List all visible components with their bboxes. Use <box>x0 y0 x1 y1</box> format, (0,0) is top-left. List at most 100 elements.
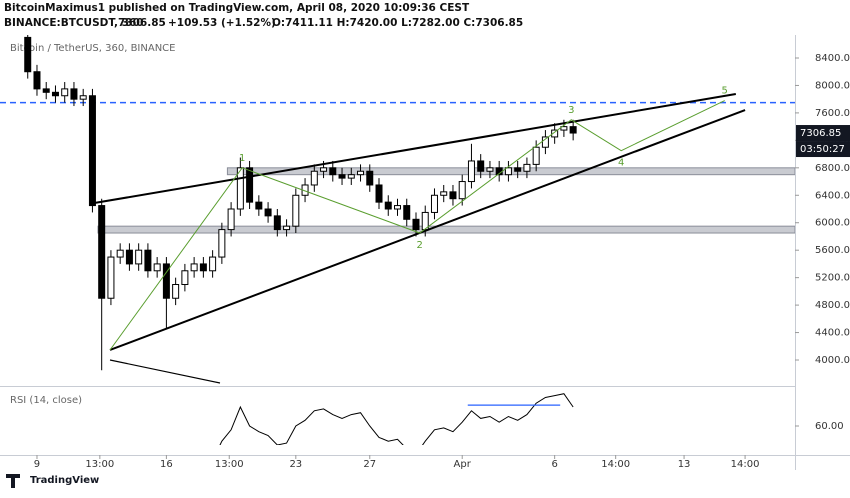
candle-body <box>320 167 328 172</box>
candle-body <box>153 263 161 272</box>
y-tick-label: 4000.00 <box>815 355 850 366</box>
candle-body <box>375 184 383 203</box>
trendline <box>94 93 737 205</box>
candle-body <box>421 211 429 231</box>
y-tick-label: 5600.00 <box>815 245 850 256</box>
candle-body <box>569 126 577 134</box>
x-tick-label: 13:00 <box>215 459 244 470</box>
price-tag <box>796 125 850 142</box>
candle-body <box>329 167 337 176</box>
ohlc: O:7411.11 H:7420.00 L:7282.00 C:7306.85 <box>272 17 523 29</box>
footer-brand: TradingView <box>30 475 99 486</box>
x-tick-label: Apr <box>454 459 472 470</box>
candle-body <box>458 181 466 200</box>
candle-body <box>338 174 346 179</box>
candle-body <box>24 36 32 73</box>
candle-body <box>449 191 457 200</box>
candle-body <box>162 263 170 299</box>
candle-body <box>560 126 568 131</box>
candle-body <box>394 205 401 210</box>
candle-body <box>551 129 559 138</box>
trendline <box>109 109 746 351</box>
y-tick-label: 8400.00 <box>815 53 850 64</box>
countdown-tag <box>796 141 850 158</box>
candle-body <box>264 208 272 217</box>
candle-body <box>477 160 485 172</box>
candle-body <box>61 88 69 97</box>
candle-body <box>310 170 318 186</box>
trendline <box>109 359 221 384</box>
candle-body <box>273 215 281 231</box>
candle-body <box>236 167 244 210</box>
chart-title: Bitcoin / TetherUS, 360, BINANCE <box>10 43 175 54</box>
brand-logo <box>6 474 20 488</box>
x-tick-label: 9 <box>34 459 40 470</box>
y-tick-label: 6000.00 <box>815 218 850 229</box>
candle-body <box>218 229 226 258</box>
candle-body <box>523 163 531 172</box>
candle-body <box>430 194 438 213</box>
candle-body <box>440 191 448 196</box>
rsi-label: RSI (14, close) <box>10 395 82 406</box>
x-tick-label: 13:00 <box>85 459 114 470</box>
change: +109.53 (+1.52%) <box>168 17 276 29</box>
candle-body <box>246 167 254 203</box>
candle-body <box>199 263 207 272</box>
candle-body <box>514 167 522 172</box>
candle-body <box>384 201 392 210</box>
y-tick-label: 6800.00 <box>815 163 850 174</box>
candle-body <box>42 88 50 93</box>
y-tick-label: 4400.00 <box>815 328 850 339</box>
countdown-label: 03:50:27 <box>800 144 845 155</box>
wave-path <box>109 100 725 351</box>
candle-body <box>541 136 549 148</box>
candle-body <box>366 170 374 186</box>
candle-body <box>209 256 217 272</box>
x-tick-label: 6 <box>551 459 557 470</box>
x-tick-label: 14:00 <box>601 459 630 470</box>
wave-label: 5 <box>722 86 728 97</box>
y-tick-label: 8000.00 <box>815 80 850 91</box>
candle-body <box>181 270 189 286</box>
candle-body <box>532 146 540 165</box>
candle-body <box>292 194 300 227</box>
price-tag-label: 7306.85 <box>800 128 841 139</box>
candle-body <box>347 174 355 179</box>
rsi-line <box>219 393 574 445</box>
candle-body <box>504 167 512 176</box>
x-tick-label: 27 <box>363 459 376 470</box>
symbol: BINANCE:BTCUSDT, 360 <box>4 17 144 29</box>
y-tick-label: 6400.00 <box>815 190 850 201</box>
wave-label: 3 <box>568 105 574 116</box>
candle-body <box>412 218 420 231</box>
candle-body <box>467 160 475 183</box>
candle-body <box>283 225 291 231</box>
candle-body <box>33 71 41 90</box>
x-tick-label: 13 <box>678 459 691 470</box>
x-tick-label: 16 <box>160 459 173 470</box>
candle-body <box>88 95 96 207</box>
candle-body <box>125 249 133 265</box>
main-plot <box>0 35 795 384</box>
wave-label: 4 <box>618 158 624 169</box>
candle-body <box>70 88 78 100</box>
candle-body <box>403 205 411 220</box>
candle-body <box>486 167 494 172</box>
y-tick-label: 4800.00 <box>815 300 850 311</box>
rsi-y-tick-label: 60.00 <box>815 421 844 432</box>
candle-body <box>172 284 180 299</box>
candle-body <box>116 249 124 258</box>
y-tick-label: 7600.00 <box>815 108 850 119</box>
candle-body <box>51 91 59 97</box>
publisher: BitcoinMaximus1 published on TradingView… <box>4 2 470 14</box>
last-price: 7306.85 <box>118 17 166 29</box>
candle-body <box>107 256 115 299</box>
candle-body <box>79 95 87 100</box>
candle-body <box>190 263 198 272</box>
wave-label: 2 <box>416 240 422 251</box>
candle-body <box>357 170 365 176</box>
candle-body <box>98 205 106 299</box>
x-tick-label: 23 <box>289 459 302 470</box>
support-zone <box>97 225 795 234</box>
